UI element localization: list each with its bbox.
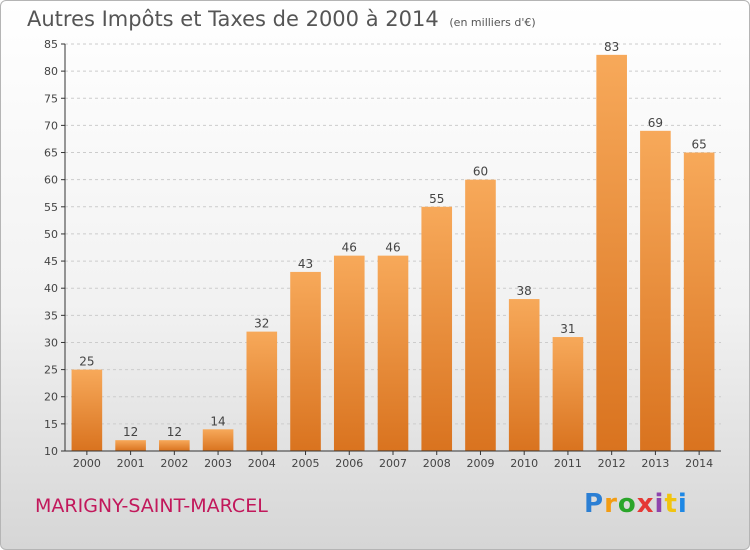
x-tick-label: 2010 (510, 457, 538, 470)
y-tick-label: 65 (44, 147, 58, 160)
y-tick-label: 80 (44, 65, 58, 78)
x-tick-label: 2012 (598, 457, 626, 470)
y-tick-label: 25 (44, 364, 58, 377)
bar-value-label: 55 (429, 192, 444, 206)
bar-value-label: 12 (167, 425, 182, 439)
y-tick-label: 45 (44, 255, 58, 268)
commune-name: MARIGNY-SAINT-MARCEL (35, 495, 268, 517)
bar-value-label: 83 (604, 40, 619, 54)
bar-value-label: 12 (123, 425, 138, 439)
bar-2010 (508, 299, 540, 451)
y-tick-label: 40 (44, 282, 58, 295)
x-tick-label: 2002 (160, 457, 188, 470)
bar-value-label: 60 (473, 165, 488, 179)
x-tick-label: 2000 (73, 457, 101, 470)
bar-value-label: 14 (210, 414, 225, 428)
bar-value-label: 46 (342, 241, 357, 255)
y-tick-label: 55 (44, 201, 58, 214)
bar-value-label: 65 (691, 138, 706, 152)
x-tick-label: 2007 (379, 457, 407, 470)
x-tick-label: 2005 (292, 457, 320, 470)
bar-2001 (115, 440, 146, 451)
bar-2004 (246, 331, 278, 451)
bar-2006 (333, 255, 365, 451)
bar-value-labels: 25 12 12 14 32 43 46 46 55 60 38 31 83 69 65 (79, 40, 707, 439)
y-tick-label: 15 (44, 418, 58, 431)
bar-2003 (202, 429, 234, 451)
bar-value-label: 46 (385, 241, 400, 255)
bar-2007 (377, 255, 409, 451)
bar-2014 (683, 152, 715, 452)
proxiti-logo[interactable]: Proxiti (584, 489, 688, 519)
y-axis-ticks: 10 15 20 25 30 35 40 45 50 55 60 65 70 75 80 85 (44, 38, 65, 458)
x-tick-label: 2006 (335, 457, 363, 470)
bar-value-label: 32 (254, 317, 269, 331)
x-tick-label: 2004 (248, 457, 276, 470)
y-tick-label: 35 (44, 309, 58, 322)
bar-2011 (552, 337, 584, 451)
x-tick-label: 2013 (641, 457, 669, 470)
bar-2009 (465, 179, 496, 451)
y-tick-label: 10 (44, 445, 58, 458)
bar-value-label: 38 (517, 284, 532, 298)
x-tick-label: 2008 (423, 457, 451, 470)
x-tick-label: 2003 (204, 457, 232, 470)
y-tick-label: 50 (44, 228, 58, 241)
y-tick-label: 30 (44, 336, 58, 349)
bar-value-label: 31 (560, 322, 575, 336)
y-tick-label: 70 (44, 119, 58, 132)
x-tick-label: 2014 (685, 457, 713, 470)
bar-value-label: 69 (648, 116, 663, 130)
x-axis-ticks: 2000 2001 2002 2003 2004 2005 2006 2007 2008 2009… (73, 451, 713, 470)
axes (64, 44, 721, 452)
y-tick-label: 85 (44, 38, 58, 51)
bar-2002 (159, 440, 190, 451)
x-tick-label: 2011 (554, 457, 582, 470)
y-tick-label: 75 (44, 92, 58, 105)
bar-2012 (596, 54, 627, 451)
x-tick-label: 2001 (117, 457, 145, 470)
chart-title: Autres Impôts et Taxes de 2000 à 2014 (e… (27, 7, 536, 31)
bar-2005 (290, 271, 321, 451)
chart-unit-note: (en milliers d'€) (449, 16, 536, 29)
x-tick-label: 2009 (466, 457, 494, 470)
y-tick-label: 60 (44, 174, 58, 187)
chart-title-text: Autres Impôts et Taxes de 2000 à 2014 (27, 7, 439, 31)
bars (71, 54, 715, 452)
bar-2008 (421, 206, 453, 451)
bar-2013 (640, 130, 671, 451)
bar-value-label: 25 (79, 355, 94, 369)
bar-2000 (71, 369, 103, 451)
bar-value-label: 43 (298, 257, 313, 271)
y-tick-label: 20 (44, 391, 58, 404)
